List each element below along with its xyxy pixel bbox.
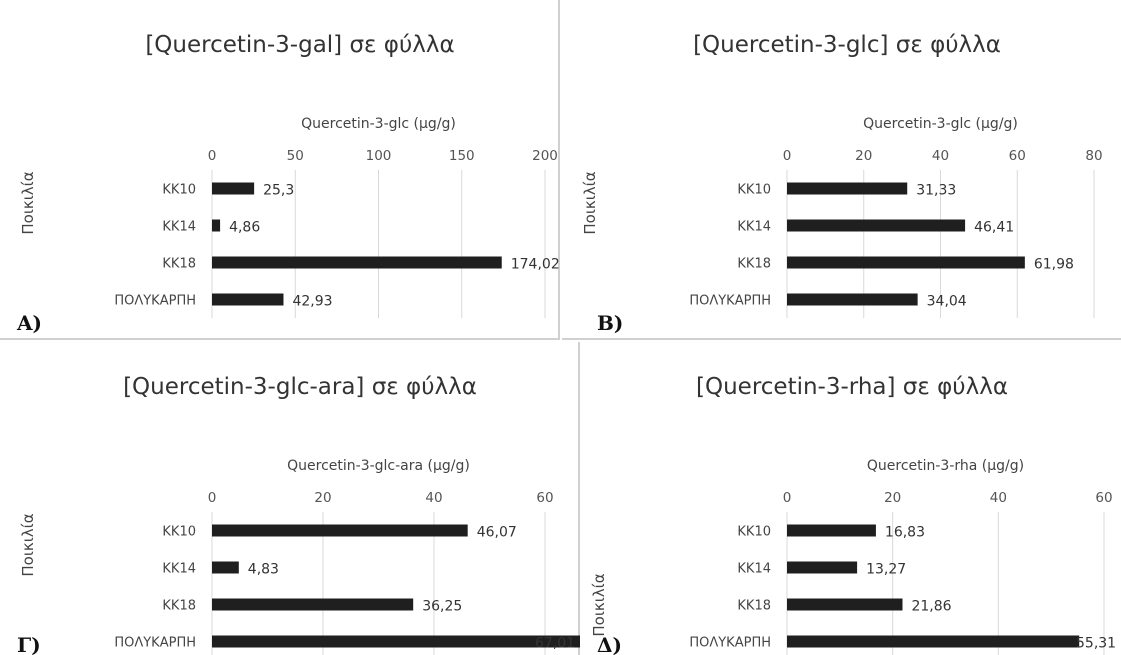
chart-svg: [Quercetin-3-glc] σε φύλλα Quercetin-3-gl… — [581, 32, 1103, 335]
category-label: ΠΟΛΥΚΑΡΠΗ — [689, 294, 771, 309]
x-tick-label: 0 — [208, 148, 217, 164]
chart-svg: [Quercetin-3-glc-ara] σε φύλλα Quercetin-… — [17, 374, 580, 655]
data-label: 4,86 — [229, 220, 260, 236]
x-axis-title: Quercetin-3-glc (μg/g) — [301, 116, 456, 132]
x-tick-label: 0 — [208, 490, 217, 506]
x-tick-label: 60 — [536, 490, 553, 506]
y-axis-title: Ποικιλία — [19, 171, 37, 234]
data-label: 25,3 — [263, 183, 294, 199]
x-axis-title: Quercetin-3-rha (μg/g) — [867, 458, 1024, 474]
x-tick-label: 20 — [884, 490, 901, 506]
bar-πολυκαρπη — [212, 635, 580, 648]
category-label: KK14 — [737, 220, 771, 235]
chart-panel-3: [Quercetin-3-glc-ara] σε φύλλα Quercetin-… — [0, 342, 580, 655]
x-tick-label: 40 — [425, 490, 442, 506]
x-axis-title: Quercetin-3-glc (μg/g) — [863, 116, 1018, 132]
y-axis-title: Ποικιλία — [581, 171, 599, 234]
bar-πολυκαρπη — [787, 635, 1080, 648]
category-label: KK10 — [737, 525, 771, 540]
x-tick-label: 20 — [314, 490, 331, 506]
category-label: KK14 — [737, 562, 771, 577]
data-label: 174,02 — [511, 257, 560, 273]
x-tick-label: 40 — [990, 490, 1007, 506]
bar-kk14 — [787, 219, 966, 232]
category-label: ΠΟΛΥΚΑΡΠΗ — [689, 636, 771, 651]
panel-letter: A) — [16, 311, 42, 335]
bar-kk10 — [787, 182, 908, 195]
bar-kk10 — [212, 182, 255, 195]
data-label: 42,93 — [292, 294, 332, 310]
chart-svg: [Quercetin-3-gal] σε φύλλα Quercetin-3-gl… — [16, 32, 560, 335]
category-label: KK18 — [737, 257, 771, 272]
data-label: 16,83 — [885, 525, 925, 541]
data-label: 31,33 — [916, 183, 956, 199]
chart-title: [Quercetin-3-glc] σε φύλλα — [693, 32, 1001, 58]
category-label: KK18 — [162, 599, 196, 614]
panel-letter: Γ) — [17, 633, 41, 655]
bar-kk18 — [787, 598, 903, 611]
bar-kk18 — [787, 256, 1025, 269]
bar-kk14 — [212, 561, 239, 574]
x-tick-label: 0 — [783, 148, 792, 164]
data-label: 4,83 — [248, 562, 279, 578]
x-tick-label: 100 — [366, 148, 392, 164]
x-tick-label: 60 — [1095, 490, 1112, 506]
x-tick-label: 50 — [287, 148, 304, 164]
data-label: 55,31 — [1076, 636, 1116, 652]
bar-πολυκαρπη — [787, 293, 918, 306]
bar-kk10 — [787, 524, 876, 537]
bar-kk14 — [787, 561, 858, 574]
category-label: KK14 — [162, 220, 196, 235]
data-label: 61,98 — [1034, 257, 1074, 273]
category-label: ΠΟΛΥΚΑΡΠΗ — [114, 294, 196, 309]
chart-panel-4: [Quercetin-3-rha] σε φύλλα Quercetin-3-rh… — [582, 342, 1121, 655]
bar-kk14 — [212, 219, 221, 232]
chart-panel-1: [Quercetin-3-gal] σε φύλλα Quercetin-3-gl… — [0, 0, 560, 340]
x-axis-title: Quercetin-3-glc-ara (μg/g) — [287, 458, 470, 474]
category-label: KK18 — [162, 257, 196, 272]
data-label: 36,25 — [422, 599, 462, 615]
data-label: 46,07 — [477, 525, 517, 541]
y-axis-title: Ποικιλία — [19, 513, 37, 576]
bar-πολυκαρπη — [212, 293, 284, 306]
data-label: 67,01 — [535, 636, 575, 652]
x-tick-label: 0 — [783, 490, 792, 506]
bar-kk18 — [212, 256, 502, 269]
data-label: 46,41 — [974, 220, 1014, 236]
x-tick-label: 20 — [855, 148, 872, 164]
category-label: KK10 — [162, 183, 196, 198]
data-label: 21,86 — [911, 599, 951, 615]
data-label: 34,04 — [927, 294, 967, 310]
category-label: KK14 — [162, 562, 196, 577]
x-tick-label: 40 — [932, 148, 949, 164]
category-label: KK10 — [162, 525, 196, 540]
x-tick-label: 200 — [532, 148, 558, 164]
x-tick-label: 150 — [449, 148, 475, 164]
chart-title: [Quercetin-3-rha] σε φύλλα — [696, 374, 1008, 400]
chart-panel-2: [Quercetin-3-glc] σε φύλλα Quercetin-3-gl… — [562, 0, 1121, 340]
y-axis-title: Ποικιλία — [590, 573, 608, 636]
category-label: KK10 — [737, 183, 771, 198]
data-label: 13,27 — [866, 562, 906, 578]
chart-svg: [Quercetin-3-rha] σε φύλλα Quercetin-3-rh… — [590, 374, 1116, 655]
bar-kk18 — [212, 598, 414, 611]
chart-title: [Quercetin-3-glc-ara] σε φύλλα — [123, 374, 477, 400]
x-tick-label: 80 — [1085, 148, 1102, 164]
bar-kk10 — [212, 524, 468, 537]
panel-letter: Δ) — [597, 633, 622, 655]
panel-letter: B) — [597, 311, 623, 335]
x-tick-label: 60 — [1009, 148, 1026, 164]
category-label: ΠΟΛΥΚΑΡΠΗ — [114, 636, 196, 651]
chart-title: [Quercetin-3-gal] σε φύλλα — [145, 32, 454, 58]
category-label: KK18 — [737, 599, 771, 614]
